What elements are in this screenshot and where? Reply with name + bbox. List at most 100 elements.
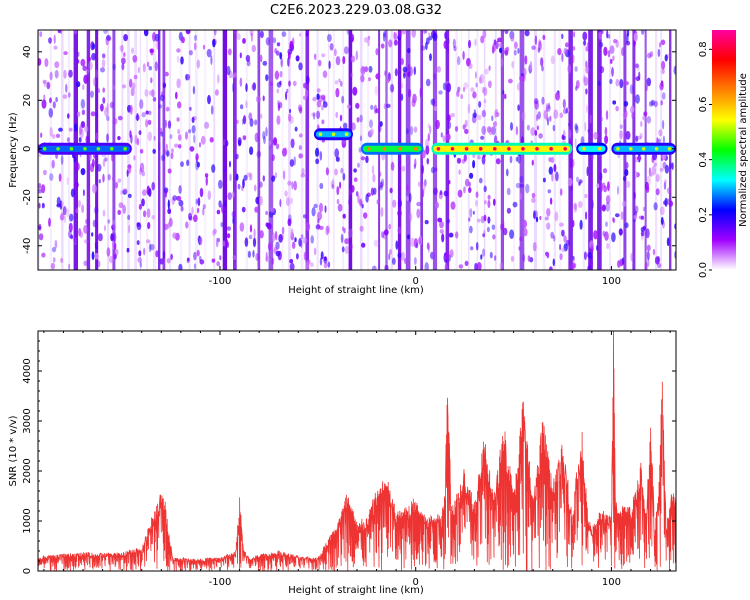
spectrogram-cell (75, 183, 78, 190)
spectrogram-cell (224, 199, 227, 208)
spectrogram-cell (521, 111, 526, 121)
spectrogram-cell (274, 230, 278, 241)
spectrogram-cell (287, 180, 292, 186)
spectrogram-cell (118, 202, 124, 209)
spectrogram-cell (142, 189, 147, 197)
spectrogram-cell (621, 47, 625, 57)
spectrogram-cell (151, 89, 155, 98)
spectrogram-cell (446, 82, 452, 93)
spectrogram-cell (379, 181, 383, 189)
spectrogram-cell (440, 132, 443, 138)
spectrogram-cell (129, 104, 133, 115)
spectrogram-peak (344, 132, 349, 136)
spectrogram-cell (647, 258, 650, 267)
spectrogram-cell (278, 234, 283, 243)
spectrogram-cell (661, 92, 666, 100)
spectrogram-cell (91, 184, 97, 194)
spectrogram-cell (563, 243, 568, 252)
spectrogram-cell (391, 84, 394, 93)
spectrogram-cell (443, 40, 448, 49)
spectrogram-cell (39, 31, 43, 38)
spectrogram-cell (275, 50, 280, 56)
spectrogram-cell (445, 133, 451, 141)
spectrogram-cell (518, 246, 521, 251)
spectrogram-cell (227, 192, 232, 201)
spectrogram-cell (73, 30, 78, 35)
spectrogram-cell (160, 131, 164, 137)
spectrogram-cell (177, 128, 181, 135)
spectrogram-cell (446, 114, 451, 122)
spectrogram-cell (311, 207, 316, 217)
spectrogram-cell (214, 89, 219, 96)
spectrogram-peak (42, 147, 47, 151)
spectrogram-cell (492, 234, 496, 240)
spectrogram-cell (573, 205, 578, 213)
spectrogram-cell (83, 239, 89, 244)
spectrogram-cell (657, 48, 661, 58)
spectrogram-cell (475, 191, 479, 198)
spectrogram-cell (165, 106, 170, 112)
spectrogram-cell (623, 100, 629, 107)
spectrogram-cell (52, 133, 56, 140)
spectrogram-cell (422, 188, 425, 198)
spectrogram-cell (553, 235, 556, 242)
spectrogram-cell (662, 161, 667, 169)
spectrogram-cell (624, 168, 629, 177)
spectrogram-x-axis-label: Height of straight line (km) (288, 285, 424, 296)
spectrogram-cell (415, 242, 419, 249)
spectrogram-cell (493, 135, 498, 145)
spectrogram-cell (69, 213, 74, 222)
spectrogram-cell (62, 94, 68, 99)
spectrogram-cell (95, 69, 98, 79)
spectrogram-cell (141, 112, 146, 118)
spectrogram-cell (50, 262, 56, 270)
spectrogram-cell (403, 73, 406, 79)
spectrogram-cell (380, 207, 384, 217)
spectrogram-cell (517, 104, 520, 111)
spectrogram-cell (457, 86, 461, 92)
spectrogram-cell (488, 127, 493, 136)
spectrogram-cell (655, 188, 660, 196)
spectrogram-cell (413, 126, 418, 133)
spectrogram-cell (534, 100, 539, 110)
spectrogram-cell (68, 263, 71, 270)
spectrogram-cell (231, 210, 236, 218)
spectrogram-cell (319, 151, 323, 161)
spectrogram-cell (380, 43, 385, 49)
spectrogram-cell (590, 245, 594, 253)
spectrogram-cell (615, 39, 619, 48)
spectrogram-cell (549, 115, 552, 122)
spectrogram-cell (271, 154, 275, 162)
spectrogram-cell (249, 172, 253, 181)
spectrogram-cell (265, 74, 269, 82)
spectrogram-cell (80, 58, 86, 67)
spectrogram-cell (393, 31, 396, 40)
spectrogram-cell (367, 35, 371, 40)
spectrogram-cell (269, 81, 273, 87)
spectrogram-cell (193, 134, 196, 144)
spectrogram-cell (158, 141, 161, 151)
spectrogram-cell (259, 230, 264, 239)
spectrogram-streak (204, 30, 207, 270)
spectrogram-cell (65, 83, 68, 93)
spectrogram-cell (239, 77, 243, 87)
spectrogram-cell (165, 143, 168, 150)
spectrogram-cell (321, 53, 326, 58)
spectrogram-cell (192, 85, 195, 95)
spectrogram-cell (479, 177, 483, 184)
spectrogram-cell (599, 172, 603, 181)
spectrogram-cell (73, 237, 77, 245)
spectrogram-cell (60, 257, 64, 264)
spectrogram-cell (550, 156, 555, 164)
spectrogram-cell (305, 222, 311, 232)
spectrogram-cell (48, 108, 54, 118)
spectrogram-cell (111, 235, 115, 241)
spectrogram-cell (425, 78, 431, 87)
spectrogram-cell (235, 119, 239, 125)
spectrogram-cell (93, 206, 99, 215)
spectrogram-cell (112, 63, 116, 71)
spectrogram-cell (513, 49, 517, 56)
spectrogram-cell (68, 222, 73, 233)
spectrogram-cell (593, 131, 599, 140)
spectrogram-cell (209, 137, 214, 143)
